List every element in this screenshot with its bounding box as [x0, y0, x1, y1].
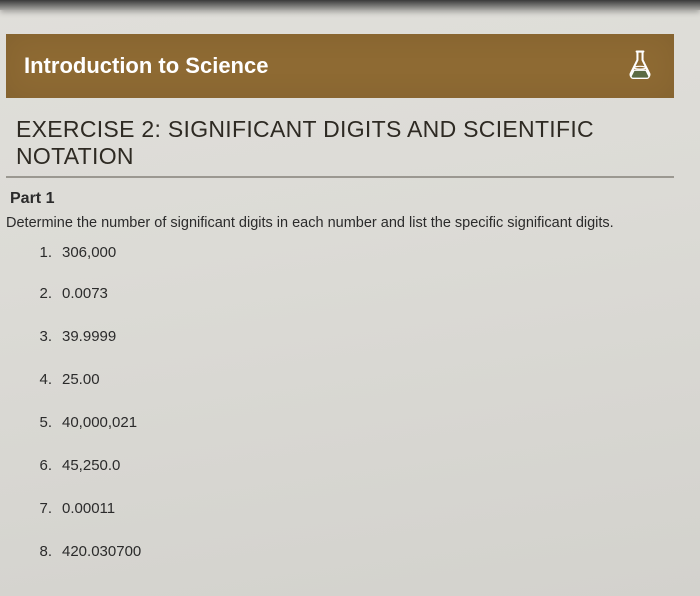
list-item: 3. 39.9999 — [34, 328, 686, 345]
item-number: 3. — [34, 328, 52, 345]
item-value: 39.9999 — [62, 328, 116, 345]
list-item: 6. 45,250.0 — [34, 457, 686, 474]
top-bezel — [0, 0, 700, 10]
list-item: 1. 306,000 — [34, 244, 686, 261]
item-value: 0.0073 — [62, 285, 108, 302]
item-number: 7. — [34, 500, 52, 517]
item-number: 1. — [34, 244, 52, 261]
item-number: 2. — [34, 285, 52, 302]
flask-icon-svg — [626, 49, 654, 83]
page-root: Introduction to Science EXERCISE 2: SIGN… — [0, 0, 700, 596]
document-content: Introduction to Science EXERCISE 2: SIGN… — [0, 20, 692, 596]
list-item: 4. 25.00 — [34, 371, 686, 388]
list-item: 2. 0.0073 — [34, 285, 686, 302]
item-value: 25.00 — [62, 371, 100, 388]
question-list: 1. 306,000 2. 0.0073 3. 39.9999 4. 25.00… — [34, 244, 686, 560]
item-value: 40,000,021 — [62, 414, 137, 431]
item-value: 420.030700 — [62, 543, 141, 560]
part-label: Part 1 — [10, 190, 686, 208]
instructions-text: Determine the number of significant digi… — [6, 214, 668, 234]
list-item: 8. 420.030700 — [34, 543, 686, 560]
item-number: 6. — [34, 457, 52, 474]
title-bar: Introduction to Science — [6, 34, 674, 98]
list-item: 7. 0.00011 — [34, 500, 686, 517]
item-value: 45,250.0 — [62, 457, 120, 474]
item-number: 5. — [34, 414, 52, 431]
exercise-heading: EXERCISE 2: SIGNIFICANT DIGITS AND SCIEN… — [6, 108, 674, 178]
item-number: 8. — [34, 543, 52, 560]
item-number: 4. — [34, 371, 52, 388]
list-item: 5. 40,000,021 — [34, 414, 686, 431]
item-value: 0.00011 — [62, 500, 115, 517]
item-value: 306,000 — [62, 244, 116, 261]
title-text: Introduction to Science — [24, 53, 268, 79]
flask-icon — [624, 48, 656, 84]
